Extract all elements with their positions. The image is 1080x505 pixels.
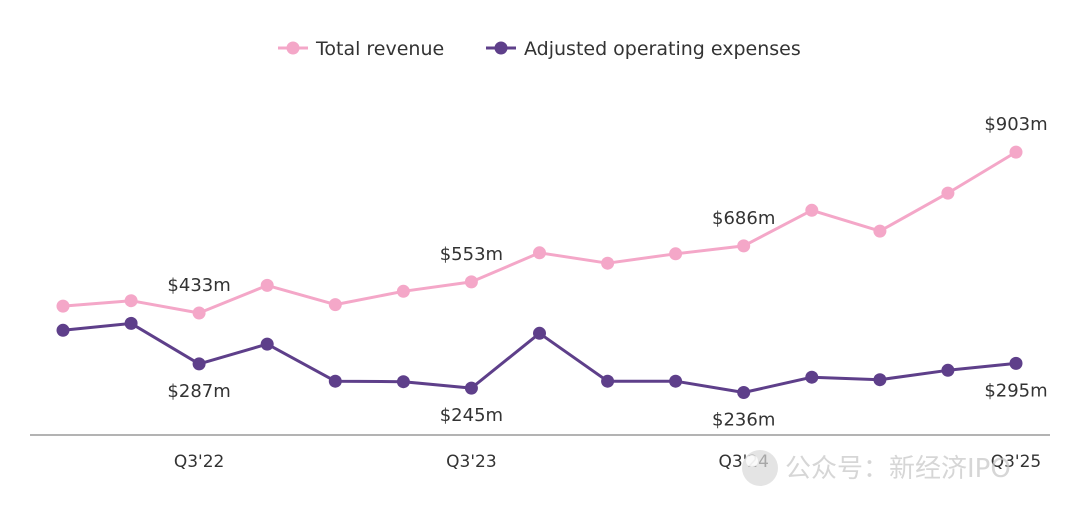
watermark-logo-icon [742, 450, 778, 486]
data-label-adjusted-operating-expenses-10: $236m [712, 410, 775, 431]
data-point-adjusted-operating-expenses-8 [601, 374, 615, 388]
series-layer [56, 145, 1023, 399]
data-point-total-revenue-0 [56, 299, 70, 313]
data-point-total-revenue-14 [1009, 145, 1023, 159]
data-point-adjusted-operating-expenses-14 [1009, 356, 1023, 370]
data-point-total-revenue-4 [328, 298, 342, 312]
data-point-adjusted-operating-expenses-11 [805, 370, 819, 384]
data-point-total-revenue-11 [805, 203, 819, 217]
data-point-total-revenue-3 [260, 278, 274, 292]
data-point-total-revenue-10 [737, 239, 751, 253]
data-point-adjusted-operating-expenses-13 [941, 363, 955, 377]
legend-item-total-revenue: Total revenue [278, 38, 444, 60]
x-tick-label-2: Q3'22 [174, 452, 225, 472]
data-label-total-revenue-14: $903m [984, 114, 1047, 135]
data-point-adjusted-operating-expenses-12 [873, 373, 887, 387]
data-point-total-revenue-2 [192, 306, 206, 320]
legend-label-adjusted-operating-expenses: Adjusted operating expenses [524, 38, 801, 60]
data-point-adjusted-operating-expenses-0 [56, 323, 70, 337]
data-point-total-revenue-1 [124, 294, 138, 308]
data-point-total-revenue-7 [533, 246, 546, 260]
data-point-total-revenue-8 [601, 256, 615, 270]
data-label-total-revenue-10: $686m [712, 208, 775, 229]
data-point-total-revenue-5 [396, 284, 410, 298]
data-point-adjusted-operating-expenses-1 [124, 316, 138, 330]
watermark-text: 公众号：新经济IPO [785, 454, 1011, 484]
data-point-adjusted-operating-expenses-3 [260, 337, 274, 351]
data-point-adjusted-operating-expenses-2 [192, 357, 206, 371]
data-point-total-revenue-6 [464, 275, 478, 289]
data-point-adjusted-operating-expenses-9 [669, 374, 683, 388]
legend-marker-total-revenue [286, 41, 300, 55]
data-label-adjusted-operating-expenses-14: $295m [984, 380, 1047, 401]
data-point-adjusted-operating-expenses-5 [396, 375, 410, 389]
legend-label-total-revenue: Total revenue [315, 38, 444, 60]
data-point-adjusted-operating-expenses-7 [533, 326, 546, 340]
data-point-total-revenue-12 [873, 224, 887, 238]
data-point-total-revenue-9 [669, 247, 683, 261]
data-point-adjusted-operating-expenses-6 [464, 381, 478, 395]
legend-marker-adjusted-operating-expenses [494, 41, 508, 55]
data-label-total-revenue-2: $433m [167, 275, 230, 296]
data-point-adjusted-operating-expenses-10 [737, 386, 751, 399]
data-label-layer: $433m $553m $686m $903m $287m $245m $236m $295m [167, 114, 1047, 430]
watermark-logo-inner-icon [746, 455, 758, 467]
data-label-total-revenue-6: $553m [440, 244, 503, 265]
data-label-adjusted-operating-expenses-6: $245m [440, 405, 503, 426]
data-point-total-revenue-13 [941, 186, 955, 200]
x-tick-label-14: Q3'25 [991, 452, 1042, 472]
watermark: 公众号：新经济IPO [742, 450, 1011, 486]
legend-item-adjusted-operating-expenses: Adjusted operating expenses [486, 38, 801, 60]
legend: Total revenue Adjusted operating expenses [278, 38, 801, 60]
data-label-adjusted-operating-expenses-2: $287m [167, 381, 230, 402]
data-point-adjusted-operating-expenses-4 [328, 374, 342, 388]
x-tick-label-6: Q3'23 [446, 452, 497, 472]
